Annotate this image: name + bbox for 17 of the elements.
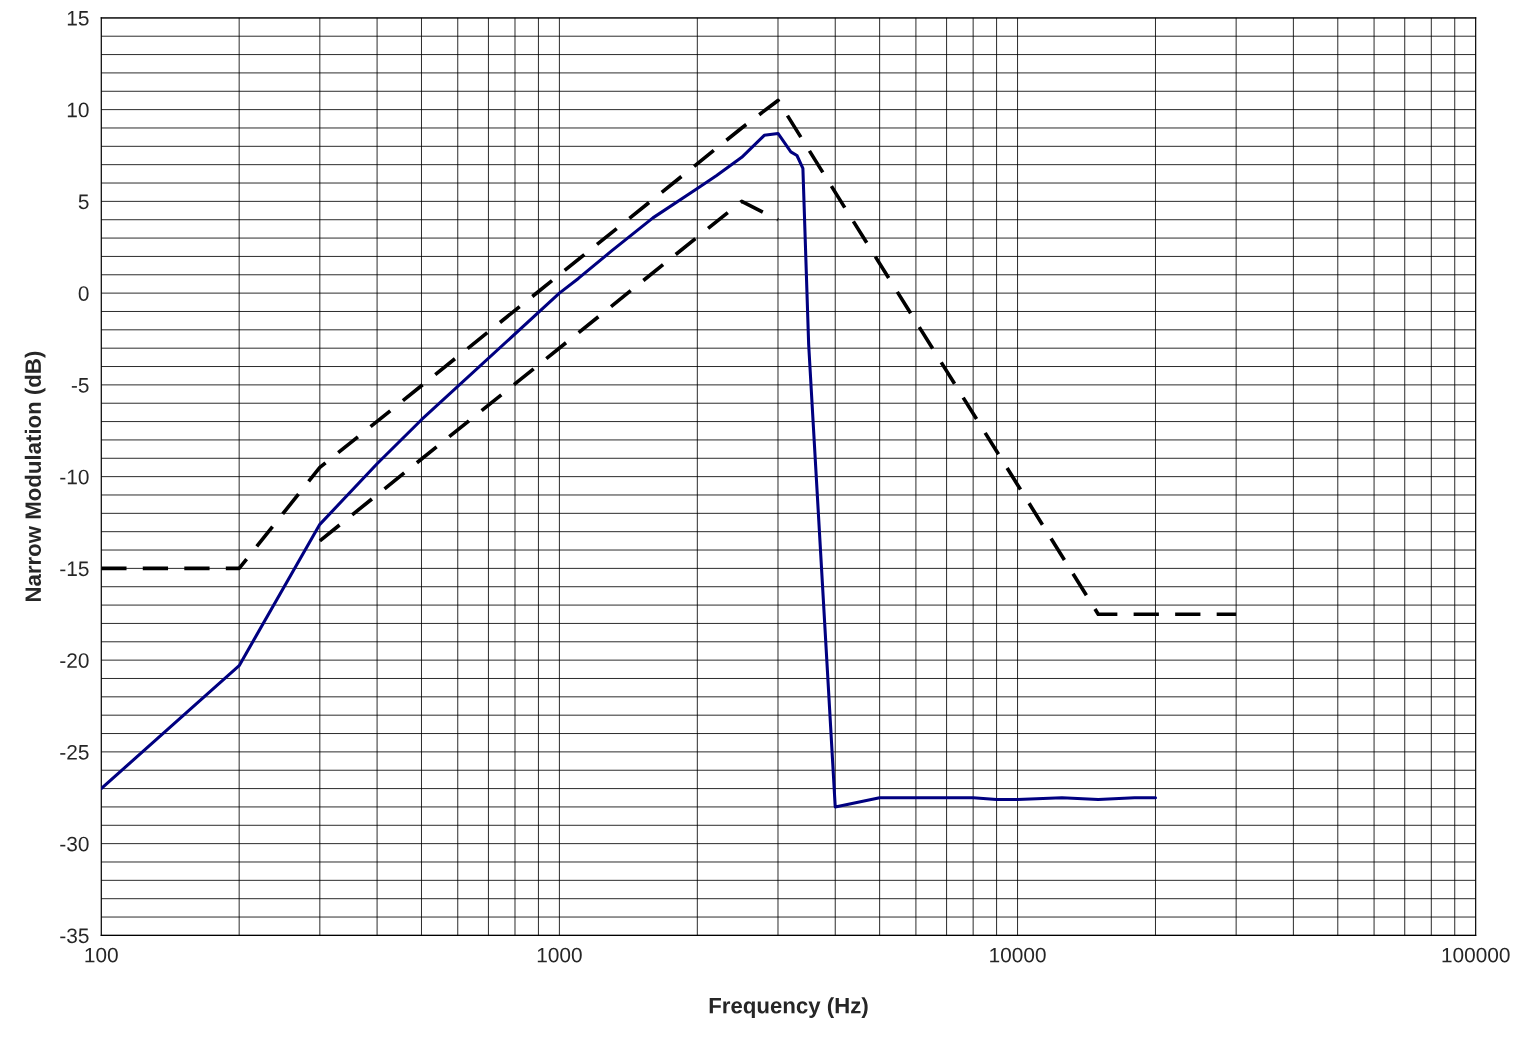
y-tick-label: -20 [60, 653, 89, 668]
y-tick-label: 0 [78, 286, 89, 301]
y-tick-label: -15 [60, 561, 89, 577]
y-axis-title: Narrow Modulation (dB) [24, 351, 46, 602]
y-tick-label: -10 [60, 469, 89, 485]
y-tick-label: -5 [71, 378, 89, 393]
x-tick-label: 100000 [1442, 947, 1510, 963]
y-tick-label: -35 [60, 928, 89, 944]
y-tick-label: 10 [67, 102, 89, 118]
x-tick-label: 1000 [537, 947, 582, 963]
y-tick-label: 5 [78, 194, 89, 210]
x-tick-label: 10000 [990, 947, 1046, 963]
y-tick-label: -30 [60, 836, 89, 852]
y-tick-label: 15 [67, 11, 89, 26]
y-tick-label: -25 [60, 744, 89, 760]
x-tick-label: 100 [85, 947, 118, 963]
x-axis-title: Frequency (Hz) [709, 997, 868, 1018]
